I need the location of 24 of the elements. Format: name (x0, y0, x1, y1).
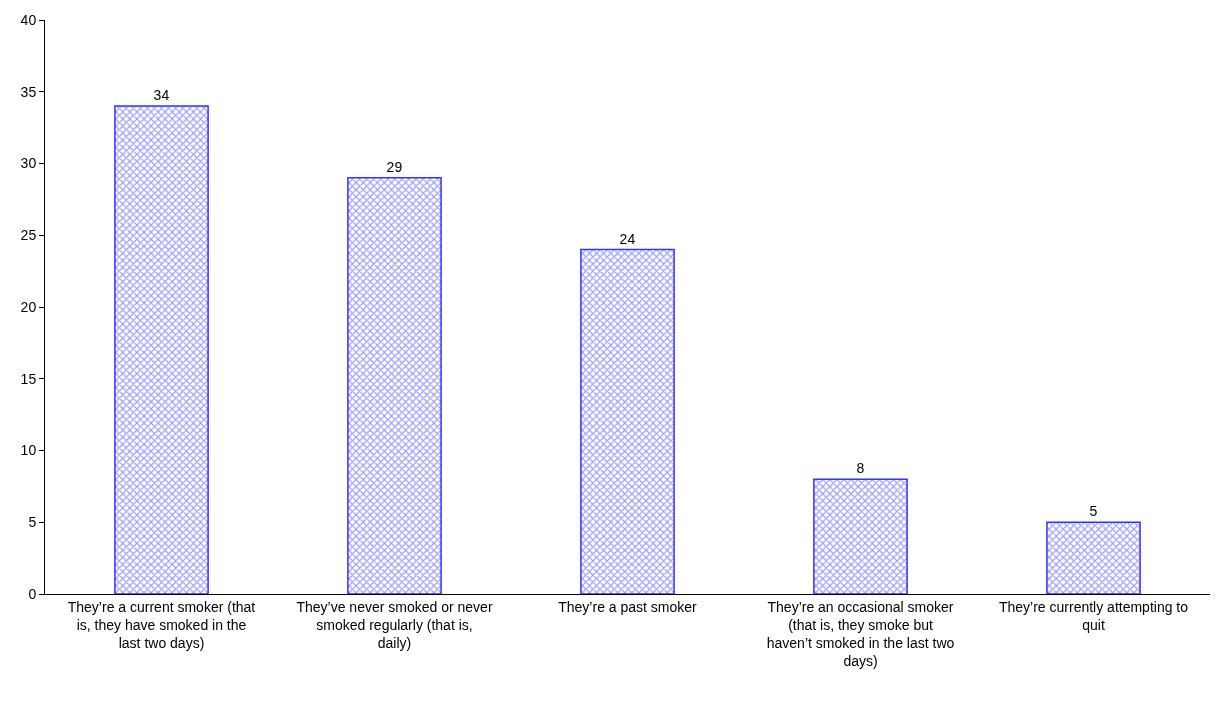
y-tick-label: 15 (20, 370, 37, 387)
bar (347, 177, 442, 594)
y-tick-label: 10 (20, 442, 37, 459)
y-tick-label: 25 (20, 227, 37, 244)
y-tick-label: 40 (20, 11, 37, 28)
x-tick-label: They’re a current smoker (that is, they have smoked in the last two days) (67, 598, 256, 652)
x-tick-label: They’re an occasional smoker (that is, they smoke but haven’t smoked in the last two days) (766, 598, 955, 670)
data-label: 29 (386, 158, 403, 175)
data-label: 8 (856, 460, 865, 477)
y-tick-label: 30 (20, 155, 37, 172)
y-tick-label: 5 (28, 514, 37, 531)
y-tick-label: 20 (20, 298, 37, 315)
data-label: 5 (1089, 503, 1098, 520)
bar (813, 478, 908, 594)
data-label: 24 (619, 230, 636, 247)
bar (114, 105, 209, 594)
x-tick-label: They’re currently attempting to quit (998, 598, 1189, 633)
x-tick-label: They’re a past smoker (558, 598, 698, 615)
bar (1046, 521, 1141, 594)
y-tick-label: 0 (28, 585, 37, 602)
x-tick-label: They’ve never smoked or never smoked regularly (that is, daily) (296, 598, 493, 652)
y-tick-label: 35 (20, 83, 37, 100)
data-label: 34 (153, 87, 170, 104)
bar (580, 248, 675, 594)
